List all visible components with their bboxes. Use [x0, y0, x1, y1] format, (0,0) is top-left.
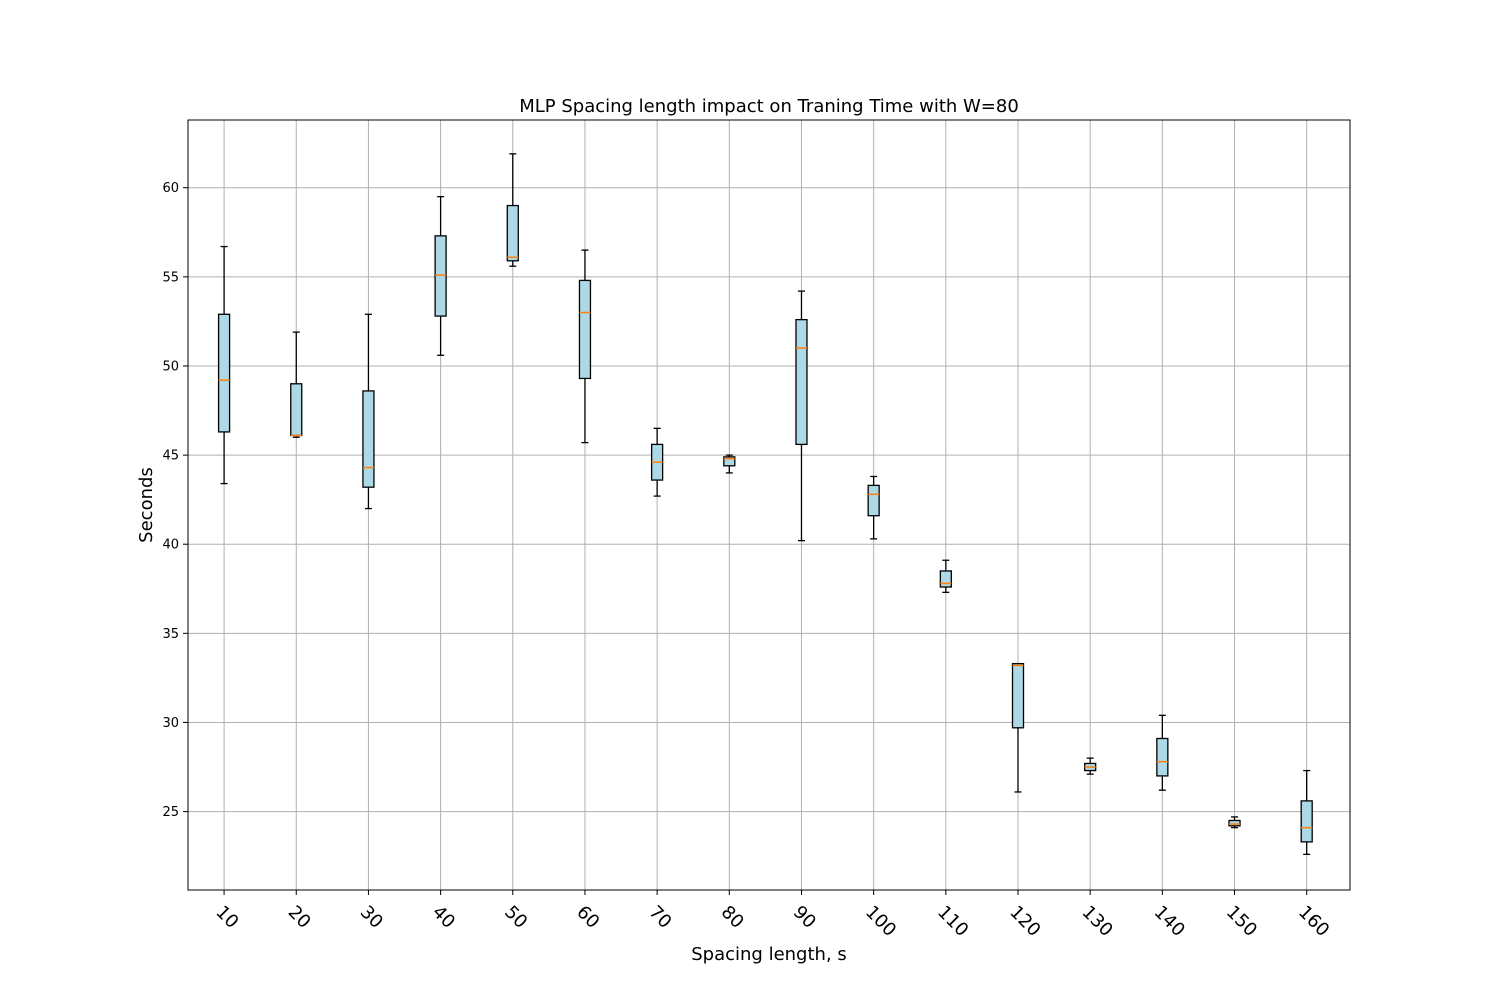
box-body	[434, 235, 447, 317]
box-160	[1300, 769, 1313, 856]
y-tick-label: 45	[162, 449, 179, 464]
y-tick-label: 30	[162, 716, 179, 731]
y-tick-label: 35	[162, 627, 179, 642]
box-40	[434, 195, 447, 356]
box-body	[939, 570, 952, 588]
box-110	[939, 559, 952, 593]
box-70	[650, 427, 664, 497]
plot-frame	[187, 119, 1351, 891]
box-body	[1011, 662, 1025, 729]
box-body	[723, 456, 736, 467]
y-tick-label: 40	[162, 538, 179, 553]
box-120	[1011, 662, 1025, 793]
box-body	[1300, 800, 1313, 843]
box-body	[217, 313, 231, 433]
box-100	[867, 475, 880, 540]
box-body	[290, 383, 303, 437]
box-body	[578, 279, 592, 380]
box-80	[723, 454, 736, 474]
y-axis-label: Seconds	[136, 467, 157, 543]
box-20	[290, 331, 303, 438]
box-130	[1084, 757, 1097, 775]
y-tick-label: 50	[162, 359, 179, 374]
box-body	[506, 204, 519, 262]
box-body	[362, 390, 375, 488]
box-90	[795, 290, 808, 542]
box-body	[867, 484, 880, 517]
box-60	[578, 249, 592, 444]
box-10	[217, 245, 231, 485]
y-tick-label: 55	[162, 270, 179, 285]
x-axis-label: Spacing length, s	[691, 944, 847, 965]
box-body	[795, 318, 808, 446]
box-body	[1228, 819, 1241, 827]
boxes	[217, 153, 1313, 856]
y-tick-label: 60	[162, 181, 179, 196]
chart-title: MLP Spacing length impact on Traning Tim…	[519, 96, 1019, 117]
y-tick-label: 25	[162, 805, 179, 820]
box-30	[362, 313, 375, 510]
y-axis: 25 30 35 40 45 50 55 60	[162, 181, 188, 820]
box-140	[1156, 714, 1169, 791]
box-150	[1228, 816, 1241, 829]
box-body	[1156, 737, 1169, 777]
box-50	[506, 153, 519, 267]
